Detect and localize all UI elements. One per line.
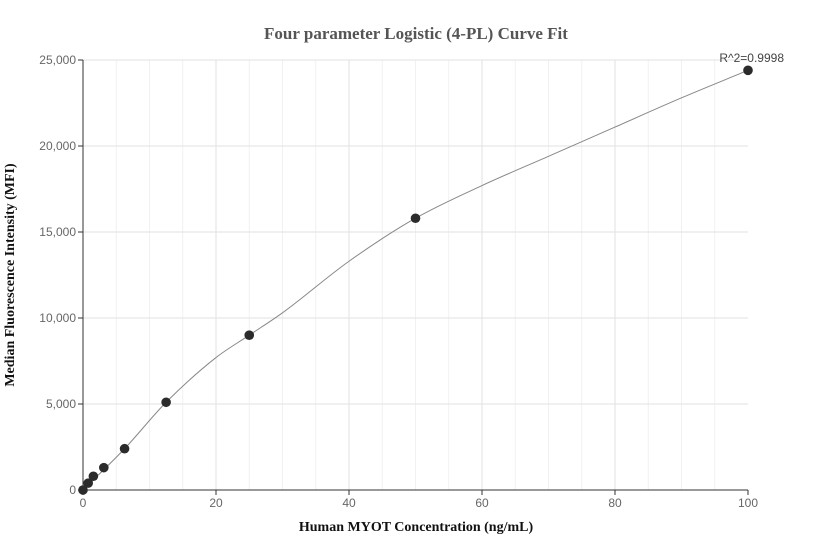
- y-tick-label: 10,000: [39, 311, 76, 325]
- data-point: [244, 330, 255, 341]
- data-point: [88, 471, 99, 482]
- y-tick-label: 15,000: [39, 225, 76, 239]
- chart-title: Four parameter Logistic (4-PL) Curve Fit: [264, 24, 568, 43]
- x-axis-title: Human MYOT Concentration (ng/mL): [299, 520, 534, 535]
- y-tick-label: 20,000: [39, 139, 76, 153]
- data-points: [78, 65, 753, 495]
- x-tick-label: 60: [475, 496, 489, 510]
- y-tick-label: 0: [69, 483, 76, 497]
- y-tick-label: 25,000: [39, 53, 76, 67]
- data-point: [83, 478, 93, 488]
- y-tick-label: 5,000: [46, 397, 76, 411]
- y-axis-title: Median Fluorescence Intensity (MFI): [3, 163, 18, 387]
- data-point: [99, 462, 109, 473]
- data-point: [78, 485, 88, 495]
- x-tick-label: 100: [738, 496, 758, 510]
- data-point: [119, 443, 130, 454]
- x-axis-ticks: 0 20 40 60 80 100: [80, 490, 758, 510]
- data-point: [410, 213, 421, 224]
- x-tick-label: 0: [80, 496, 87, 510]
- x-tick-label: 40: [342, 496, 356, 510]
- grid: [83, 59, 748, 490]
- x-tick-label: 20: [209, 496, 223, 510]
- data-point: [743, 65, 753, 76]
- x-tick-label: 80: [608, 496, 622, 510]
- y-axis-ticks: 0 5,000 10,000 15,000 20,000 25,000: [39, 53, 83, 497]
- data-point: [161, 397, 171, 408]
- r-squared-annotation: R^2=0.9998: [719, 51, 784, 65]
